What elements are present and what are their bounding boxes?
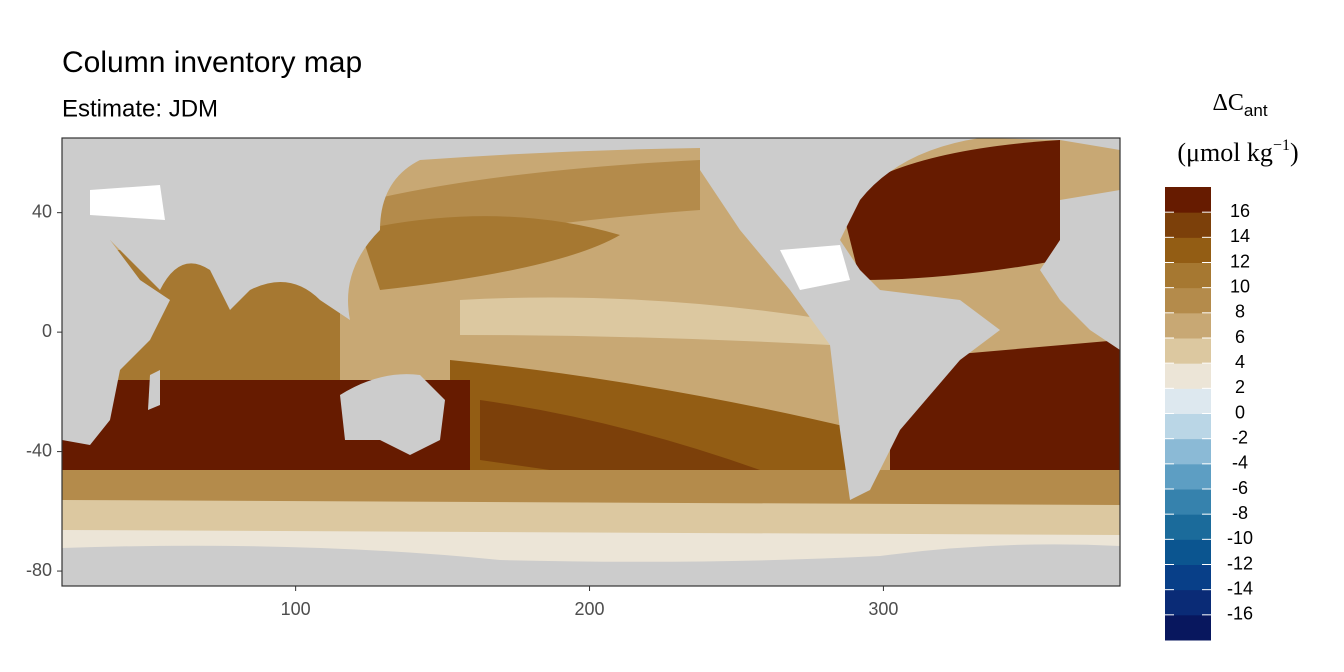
legend-swatch xyxy=(1165,388,1211,414)
x-tick-label: 300 xyxy=(868,599,898,619)
legend-label: 10 xyxy=(1230,276,1250,296)
legend-unit-sup: −1 xyxy=(1273,137,1290,154)
americas xyxy=(700,138,1120,500)
legend-swatch xyxy=(1165,438,1211,465)
legend-swatch xyxy=(1165,287,1211,314)
legend-swatch xyxy=(1165,489,1211,515)
y-tick-label: 0 xyxy=(42,321,52,341)
legend-label: 12 xyxy=(1230,251,1250,271)
legend-swatch xyxy=(1165,413,1211,440)
legend-swatch xyxy=(1165,187,1211,213)
legend-swatch xyxy=(1165,312,1211,339)
legend-label: 14 xyxy=(1230,226,1250,246)
chart-title: Column inventory map xyxy=(62,46,362,79)
land xyxy=(62,138,1120,586)
legend-label: -12 xyxy=(1227,553,1253,573)
legend-label: -10 xyxy=(1227,528,1253,548)
missing xyxy=(90,185,850,290)
legend-swatch xyxy=(1165,514,1211,540)
africa-west xyxy=(1040,190,1120,350)
africa xyxy=(62,240,170,445)
legend-unit: (μmol kg−1) xyxy=(1177,137,1298,167)
chart-subtitle: Estimate: JDM xyxy=(62,95,218,122)
australia xyxy=(340,374,445,455)
legend-swatch xyxy=(1165,262,1211,289)
antarctica xyxy=(62,544,1120,586)
legend-swatch xyxy=(1165,237,1211,263)
legend-swatch xyxy=(1165,463,1211,490)
x-tick-label: 200 xyxy=(575,599,605,619)
legend-swatch xyxy=(1165,212,1211,238)
legend-swatch xyxy=(1165,589,1211,616)
legend-title-main: ΔC xyxy=(1212,90,1243,116)
legend-swatch xyxy=(1165,338,1211,364)
legend-label: 6 xyxy=(1235,327,1245,347)
legend-label: 16 xyxy=(1230,201,1250,221)
legend-label: -2 xyxy=(1232,427,1248,447)
map xyxy=(62,138,1120,586)
legend-unit-open: (μmol kg xyxy=(1177,138,1273,167)
legend-label: -4 xyxy=(1232,453,1248,473)
y-tick-label: -80 xyxy=(26,560,52,580)
missing-area xyxy=(90,185,165,220)
ocean-region xyxy=(360,216,620,290)
missing-area xyxy=(780,245,850,290)
panel-border xyxy=(61,137,1121,587)
legend-label: -6 xyxy=(1232,478,1248,498)
legend-swatch xyxy=(1165,614,1211,641)
legend-label: -8 xyxy=(1232,503,1248,523)
legend-label: 4 xyxy=(1235,352,1245,372)
legend-label: 2 xyxy=(1235,377,1245,397)
legend-swatch xyxy=(1165,539,1211,565)
legend-label: 8 xyxy=(1235,302,1245,322)
ocean-region xyxy=(460,297,830,345)
eurasia xyxy=(62,138,700,320)
legend-unit-close: ) xyxy=(1290,138,1299,167)
y-tick-label: -40 xyxy=(26,440,52,460)
legend-swatch xyxy=(1165,363,1211,389)
x-tick-label: 100 xyxy=(281,599,311,619)
madagascar xyxy=(148,370,160,410)
legend-label: -14 xyxy=(1227,578,1253,598)
legend-swatch xyxy=(1165,564,1211,591)
y-tick-label: 40 xyxy=(32,201,52,221)
ocean-region xyxy=(840,140,1060,280)
legend-title: ΔCant xyxy=(1212,90,1267,121)
legend-label: 0 xyxy=(1235,402,1245,422)
legend-title-sub: ant xyxy=(1244,101,1268,120)
legend-label: -16 xyxy=(1227,604,1253,624)
